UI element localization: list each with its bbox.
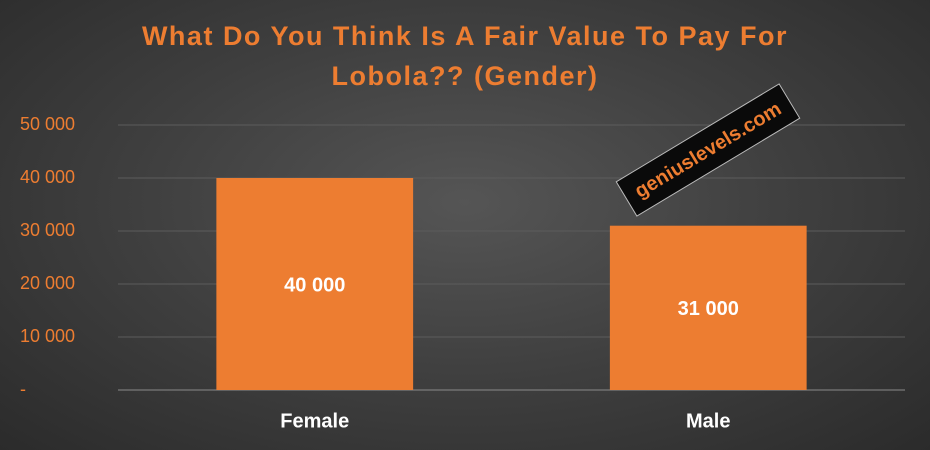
y-tick-label: 30 000 (20, 220, 75, 240)
y-tick-label: 50 000 (20, 114, 75, 134)
bar (216, 178, 414, 390)
x-tick-label: Female (280, 410, 349, 432)
y-tick-label: 40 000 (20, 167, 75, 187)
y-tick-label: - (20, 379, 26, 399)
y-tick-label: 20 000 (20, 273, 75, 293)
watermark: geniuslevels.com (615, 83, 801, 217)
x-tick-label: Male (686, 410, 730, 432)
watermark-box (615, 83, 801, 217)
watermark-text: geniuslevels.com (631, 98, 785, 203)
bar (609, 225, 807, 390)
value-label: 31 000 (678, 298, 739, 320)
y-tick-label: 10 000 (20, 326, 75, 346)
chart-title: What Do You Think Is A Fair Value To Pay… (141, 21, 789, 91)
value-label: 40 000 (284, 274, 345, 296)
